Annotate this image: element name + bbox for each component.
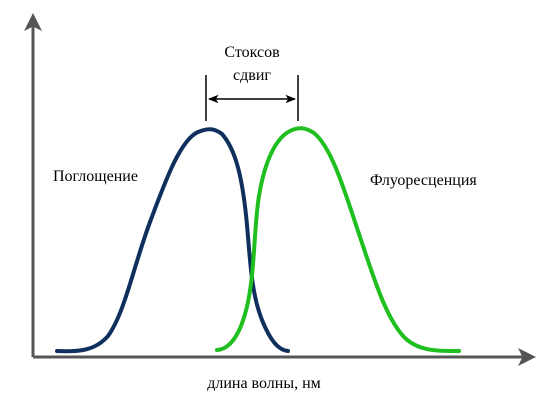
absorption-curve <box>55 127 290 354</box>
fluorescence-label: Флуоресценция <box>370 172 477 189</box>
absorption-label: Поглощение <box>53 168 138 185</box>
x-axis-label: длина волны, нм <box>207 375 321 392</box>
fluorescence-curve <box>215 126 461 354</box>
stokes-label-line2: сдвиг <box>233 67 271 84</box>
stokes-label-line1: Стоксов <box>224 44 280 61</box>
